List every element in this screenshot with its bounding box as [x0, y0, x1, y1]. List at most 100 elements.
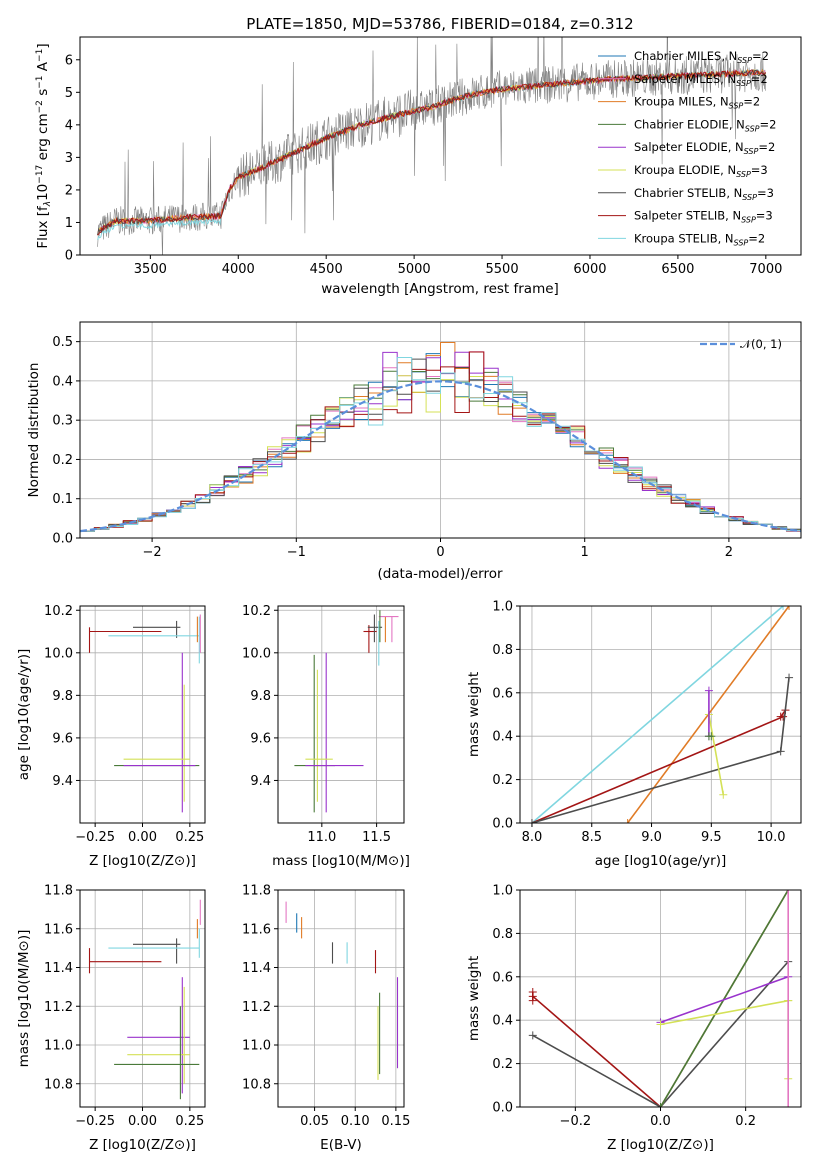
x-tick-label: 0.25	[175, 830, 204, 845]
y-tick-label: 0.2	[52, 453, 73, 468]
data-point-kroupa_stelib	[779, 606, 788, 610]
y-tick-label: 3	[65, 151, 73, 166]
y-tick-label: 0.8	[492, 643, 513, 658]
panel-xlabel: Z [log10(Z/Z⊙)]	[89, 853, 196, 869]
y-tick-label: 10.0	[44, 646, 73, 661]
panel-frame	[277, 605, 405, 824]
x-tick-label: 0.00	[128, 1114, 157, 1129]
x-tick-label: 9.5	[701, 830, 722, 845]
gaussian-curve	[80, 380, 801, 533]
y-tick-label: 10.8	[242, 1077, 271, 1092]
x-tick-label: 6000	[573, 262, 606, 277]
x-tick-label: 8.0	[522, 830, 543, 845]
y-tick-label: 0.4	[492, 1014, 513, 1029]
legend-entry-salpeter_miles: Salpeter MILES, NSSP=2	[634, 72, 768, 88]
x-tick-label: 3500	[134, 262, 167, 277]
x-tick-label: 0.15	[381, 1114, 410, 1129]
y-tick-label: 1.0	[492, 884, 513, 899]
x-tick-label: 0.25	[175, 1114, 204, 1129]
x-tick-label: −0.2	[560, 1114, 592, 1129]
data-point-kroupa_miles	[623, 819, 632, 823]
residuals-panel: −2 −1 0 1 2 0.0 0.1 0.2 0.3 0.4 0.5 (data-model)/e…	[26, 321, 802, 582]
legend-entry-chabrier_stelib: Chabrier STELIB, NSSP=3	[634, 186, 774, 202]
x-tick-label: 5000	[398, 262, 431, 277]
data-point-kroupa_miles	[785, 606, 794, 610]
y-tick-label: 0.2	[492, 773, 513, 788]
panel-ylabel: mass weight	[466, 672, 482, 757]
panel-xlabel: Z [log10(Z/Z⊙)]	[89, 1137, 196, 1153]
data-point-chabrier_stelib	[785, 673, 794, 682]
x-tick-label: 1	[581, 545, 589, 560]
y-tick-label: 11.8	[242, 884, 271, 899]
y-tick-label: 9.4	[52, 774, 73, 789]
panel-xlabel: Z [log10(Z/Z⊙)]	[607, 1137, 714, 1153]
legend-entry-salpeter_stelib: Salpeter STELIB, NSSP=3	[634, 209, 773, 225]
plot-area	[527, 606, 794, 823]
y-tick-label: 9.6	[250, 731, 271, 746]
data-point-salpeter_elodie	[704, 686, 713, 695]
x-tick-label: 6500	[661, 262, 694, 277]
y-tick-label: 0.0	[492, 1101, 513, 1116]
data-point-kroupa_elodie	[656, 1020, 665, 1029]
x-tick-label: 0.2	[735, 1114, 756, 1129]
residuals-xlabel: (data-model)/error	[377, 566, 503, 582]
data-point-salpeter_stelib	[776, 712, 785, 721]
y-tick-label: 11.0	[44, 1039, 73, 1054]
residuals-ylabel: Normed distribution	[26, 363, 42, 498]
legend-entry-kroupa_miles: Kroupa MILES, NSSP=2	[634, 95, 760, 111]
age-weight-panel: 8.0 8.5 9.0 9.5 10.0 0.0 0.2 0.4 0.6 0.8 1.0 age [l…	[466, 600, 802, 869]
x-tick-label: 11.0	[307, 830, 336, 845]
x-tick-label: −2	[143, 545, 162, 560]
x-tick-label: 0.10	[341, 1114, 370, 1129]
y-tick-label: 9.8	[52, 689, 73, 704]
spectrum-xlabel: wavelength [Angstrom, rest frame]	[321, 281, 559, 297]
plot-area	[88, 899, 201, 1100]
y-tick-label: 11.4	[242, 961, 271, 976]
histogram-salpeter_stelib	[80, 351, 801, 532]
x-tick-label: −0.25	[75, 830, 115, 845]
y-tick-label: 0.2	[492, 1057, 513, 1072]
y-tick-label: 9.4	[250, 774, 271, 789]
data-mark-salpeter_stelib	[531, 715, 784, 823]
z-weight-panel: −0.2 0.0 0.2 0.0 0.2 0.4 0.6 0.8 1.0 Z [log10(Z/Z…	[466, 884, 802, 1153]
spectrum-panel: PLATE=1850, MJD=53786, FIBERID=0184, z=0…	[35, 15, 802, 297]
y-tick-label: 0.6	[492, 970, 513, 985]
data-mark-kroupa_elodie	[708, 714, 725, 795]
panel-frame	[519, 605, 802, 824]
data-mark-salpeter_elodie	[660, 976, 789, 1024]
y-tick-label: 0.4	[492, 730, 513, 745]
data-mark-chabrier_stelib	[659, 961, 789, 1107]
y-tick-label: 2	[65, 183, 73, 198]
residuals-frame	[79, 321, 802, 539]
y-tick-label: 0	[65, 249, 73, 264]
y-tick-label: 11.6	[44, 922, 73, 937]
y-tick-label: 6	[65, 53, 73, 68]
x-tick-label: 7000	[749, 262, 782, 277]
data-point-salpeter_stelib	[528, 996, 537, 1005]
panel-frame	[277, 889, 405, 1108]
y-tick-label: 0.4	[52, 374, 73, 389]
spectrum-ylabel: Flux [fλ10−17 erg cm−2 s−1 A−1]	[35, 43, 53, 248]
data-mark-kroupa_stelib	[531, 606, 784, 823]
panel-xlabel: mass [log10(M/M⊙)]	[272, 853, 410, 869]
panel-ylabel: mass [log10(M/M⊙)]	[16, 930, 32, 1068]
y-tick-label: 1	[65, 216, 73, 231]
y-tick-label: 11.2	[242, 1000, 271, 1015]
plot-area	[294, 610, 399, 813]
legend-entry-salpeter_elodie: Salpeter ELODIE, NSSP=2	[634, 140, 775, 156]
gauss-legend-label: 𝒩(0, 1)	[740, 337, 782, 351]
y-tick-label: 11.4	[44, 961, 73, 976]
y-tick-label: 0.0	[492, 817, 513, 832]
x-tick-label: 4000	[222, 262, 255, 277]
plot-area	[528, 890, 793, 1107]
y-tick-label: 0.8	[492, 927, 513, 942]
z-mass-panel: −0.25 0.00 0.25 10.8 11.0 11.2 11.4 11.6 11.8 Z […	[16, 884, 206, 1153]
histogram-kroupa_stelib	[80, 357, 801, 532]
mass-age-panel: 11.0 11.5 9.4 9.6 9.8 10.0 10.2 mass [log10(M/M…	[242, 604, 410, 869]
x-tick-label: −1	[287, 545, 306, 560]
y-tick-label: 11.6	[242, 922, 271, 937]
spectrum-legend: Chabrier MILES, NSSP=2 Salpeter MILES, NS…	[598, 49, 776, 247]
data-mark-chabrier_elodie	[659, 890, 789, 1107]
panel-frame	[79, 889, 206, 1108]
y-tick-label: 4	[65, 118, 73, 133]
